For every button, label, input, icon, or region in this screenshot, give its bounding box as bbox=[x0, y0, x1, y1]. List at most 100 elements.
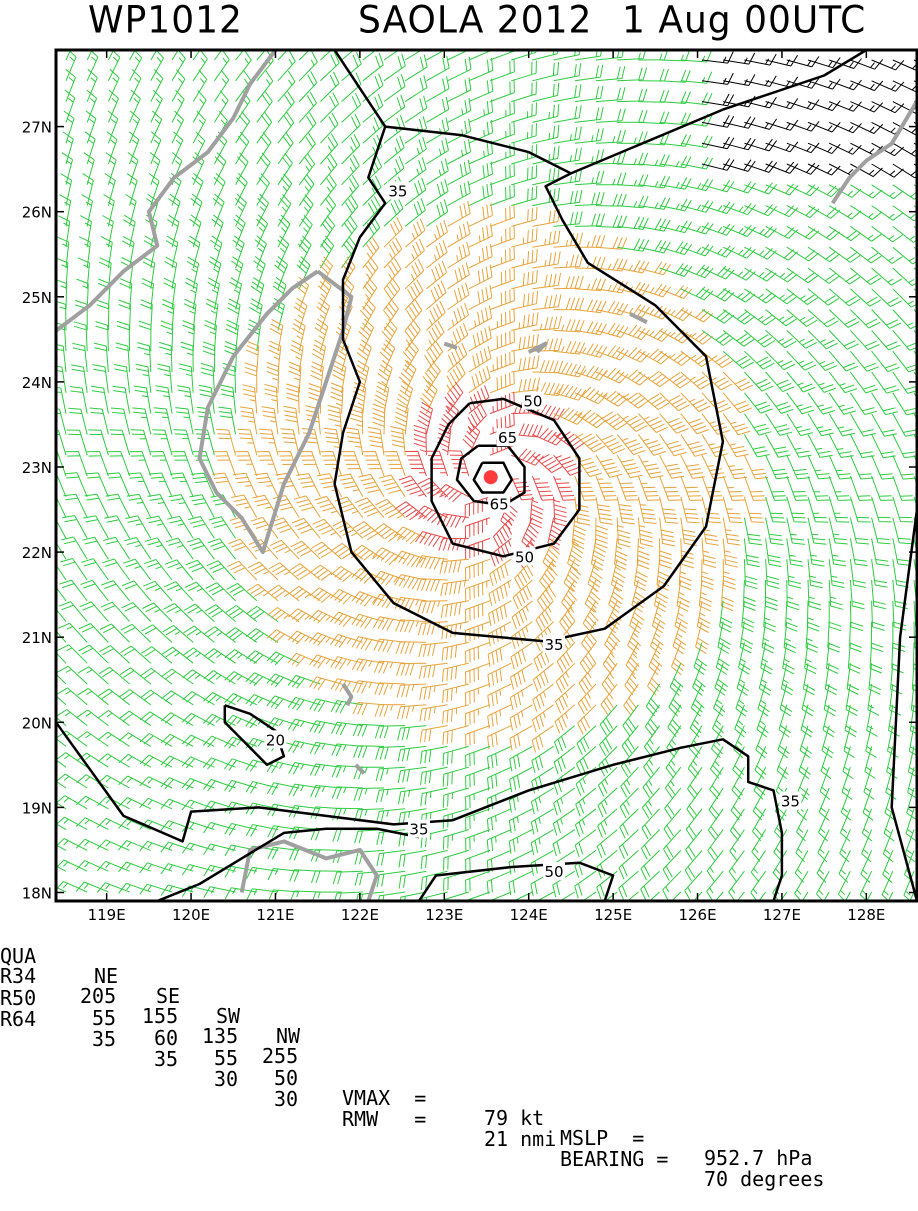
wind-barb bbox=[404, 177, 427, 206]
wind-barb bbox=[881, 870, 894, 901]
wind-barb bbox=[489, 183, 515, 207]
wind-barb bbox=[298, 91, 317, 123]
contour-label-bg bbox=[488, 494, 511, 513]
wind-barb bbox=[100, 236, 113, 269]
wind-barb bbox=[447, 342, 468, 373]
wind-barb bbox=[701, 496, 722, 524]
wind-barb bbox=[532, 316, 562, 331]
wind-barb bbox=[245, 694, 279, 707]
wind-barb bbox=[398, 849, 427, 868]
wind-barb bbox=[722, 350, 754, 369]
wind-barb bbox=[638, 261, 671, 276]
wind-barb bbox=[765, 288, 798, 305]
wind-barb bbox=[574, 321, 607, 336]
wind-barb bbox=[56, 472, 67, 497]
wind-barb bbox=[165, 235, 179, 269]
wind-barb bbox=[56, 816, 88, 831]
wind-barb bbox=[743, 559, 758, 590]
wind-barb bbox=[553, 84, 582, 103]
wind-barb bbox=[314, 495, 343, 518]
wind-barb bbox=[331, 743, 363, 757]
wind-barb bbox=[420, 787, 448, 807]
wind-barb bbox=[487, 662, 512, 688]
wind-barb bbox=[756, 704, 769, 738]
wind-barb bbox=[828, 350, 858, 372]
wind-barb bbox=[100, 601, 130, 622]
wind-barb bbox=[892, 455, 916, 480]
wind-barb bbox=[866, 704, 878, 737]
wind-barb bbox=[404, 299, 423, 331]
wind-barb bbox=[722, 559, 736, 590]
wind-barb bbox=[468, 244, 493, 269]
wind-barb bbox=[441, 401, 459, 435]
wind-barb bbox=[638, 111, 670, 125]
wind-barb bbox=[733, 725, 746, 759]
wind-barb bbox=[447, 77, 472, 103]
wind-barb bbox=[744, 53, 777, 66]
wind-barb bbox=[86, 451, 109, 477]
wind-barb bbox=[312, 913, 342, 926]
wind-barb bbox=[256, 152, 271, 186]
wind-barb bbox=[383, 135, 405, 165]
wind-barb bbox=[426, 178, 449, 207]
wind-barb bbox=[595, 411, 628, 431]
wind-barb bbox=[680, 244, 714, 257]
wind-barb bbox=[245, 628, 279, 643]
wind-barb bbox=[648, 891, 660, 901]
wind-barb bbox=[713, 683, 726, 717]
wind-barb bbox=[341, 52, 362, 82]
wind-barb bbox=[574, 808, 597, 837]
wind-barb bbox=[638, 197, 671, 210]
wind-barb bbox=[341, 92, 362, 123]
wind-barb bbox=[701, 287, 735, 302]
wind-barb bbox=[173, 429, 194, 456]
wind-barb bbox=[320, 153, 338, 186]
wind-barb bbox=[839, 808, 851, 842]
wind-barb bbox=[640, 870, 660, 901]
wind-barb bbox=[871, 163, 904, 178]
wind-barb bbox=[553, 126, 582, 144]
wind-barb bbox=[426, 158, 449, 186]
wind-barb bbox=[211, 214, 224, 248]
wind-barb bbox=[127, 152, 139, 185]
wind-barb bbox=[207, 277, 220, 310]
wind-barb bbox=[468, 78, 494, 103]
wind-barb bbox=[261, 406, 279, 435]
wind-barb bbox=[73, 321, 88, 352]
wind-barb bbox=[685, 829, 703, 861]
wind-barb bbox=[728, 913, 745, 926]
wind-barb bbox=[680, 135, 713, 148]
wind-barb bbox=[283, 405, 300, 435]
wind-barb bbox=[680, 454, 706, 479]
wind-barb bbox=[157, 363, 173, 393]
wind-barb bbox=[447, 139, 472, 165]
wind-barb bbox=[225, 909, 256, 920]
wind-barb bbox=[66, 429, 88, 456]
wind-barb bbox=[816, 870, 830, 901]
wind-barb bbox=[744, 225, 777, 238]
wind-barb bbox=[358, 473, 385, 498]
wind-barb bbox=[531, 745, 554, 773]
coastline bbox=[56, 50, 917, 901]
wind-barb bbox=[710, 746, 724, 779]
wind-barb bbox=[118, 710, 152, 727]
wind-barb bbox=[152, 429, 173, 456]
wind-barb bbox=[374, 704, 406, 717]
wind-barb bbox=[786, 413, 814, 437]
wind-barb bbox=[701, 136, 735, 150]
wind-barb bbox=[861, 808, 873, 842]
wind-barb bbox=[420, 870, 448, 891]
wind-barb bbox=[640, 829, 660, 860]
wind-barb bbox=[447, 159, 471, 186]
wind-barb bbox=[685, 808, 703, 841]
wind-barb bbox=[186, 537, 215, 560]
wind-barb bbox=[323, 427, 343, 456]
wind-barb bbox=[659, 220, 693, 234]
wind-barb bbox=[849, 559, 867, 588]
wind-barb bbox=[320, 112, 339, 144]
wind-barb bbox=[765, 141, 799, 153]
wind-barb bbox=[465, 537, 491, 560]
wind-barb bbox=[690, 683, 705, 717]
wind-barb bbox=[532, 662, 554, 692]
wind-barb bbox=[625, 642, 640, 675]
